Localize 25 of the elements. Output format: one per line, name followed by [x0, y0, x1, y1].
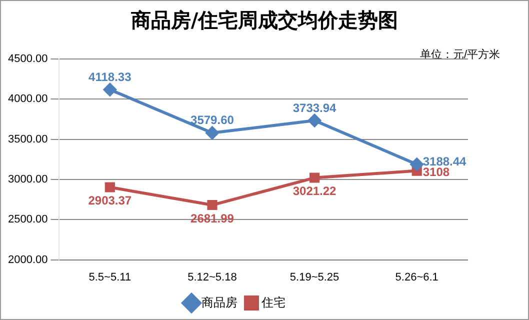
legend-label: 商品房: [202, 295, 238, 310]
x-tick-label: 5.19~5.25: [290, 271, 340, 284]
chart-title: 商品房/住宅周成交均价走势图: [130, 7, 400, 34]
point: [308, 114, 322, 128]
data-label: 3579.60: [190, 113, 234, 128]
data-label: 3021.22: [292, 184, 337, 198]
point: [104, 182, 115, 192]
y-tick-label: 2000.00: [8, 254, 48, 266]
y-tick-label: 3500.00: [8, 133, 48, 146]
legend-label: 住宅: [260, 295, 286, 310]
data-label: 2903.37: [88, 194, 132, 208]
x-tick-label: 5.26~6.1: [395, 271, 438, 284]
y-tick-label: 4500.00: [8, 53, 48, 66]
y-tick-label: 3000.00: [8, 174, 48, 186]
x-tick-label: 5.12~5.18: [188, 271, 237, 284]
data-label: 4118.33: [88, 70, 132, 84]
y-tick-label: 4000.00: [8, 93, 48, 106]
point: [310, 172, 320, 183]
point: [206, 126, 219, 140]
x-tick-label: 5.5~5.11: [88, 271, 132, 284]
point: [207, 200, 218, 210]
point: [103, 83, 116, 96]
data-label: 3733.94: [292, 100, 337, 115]
point: [410, 158, 424, 171]
y-tick-label: 2500.00: [8, 214, 48, 226]
